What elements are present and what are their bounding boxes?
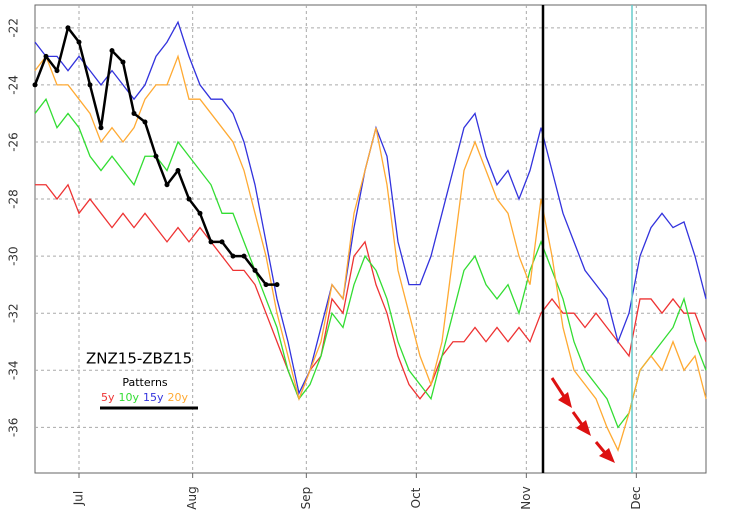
x-tick-label: Aug <box>185 486 199 509</box>
legend-entry: 15y <box>143 391 164 404</box>
point <box>76 39 82 45</box>
point <box>87 82 93 88</box>
point <box>263 282 269 288</box>
point <box>109 48 115 54</box>
legend-entry: 20y <box>168 391 189 404</box>
legend: 5y 10y 15y 20y <box>101 391 189 404</box>
y-tick-label: -22 <box>7 18 21 38</box>
point <box>274 282 280 288</box>
point <box>175 168 181 174</box>
y-tick-label: -32 <box>7 303 21 323</box>
point <box>241 253 247 259</box>
point <box>120 59 126 65</box>
point <box>153 153 159 159</box>
y-tick-label: -36 <box>7 418 21 438</box>
point <box>65 25 71 31</box>
y-tick-label: -24 <box>7 75 21 95</box>
point <box>208 239 214 245</box>
x-tick-label: Jul <box>72 491 86 506</box>
lines <box>32 20 707 452</box>
y-tick-label: -28 <box>7 189 21 209</box>
x-tick-label: Dec <box>629 486 643 509</box>
y-tick-label: -26 <box>7 132 21 152</box>
point <box>98 125 104 131</box>
y-tick-label: -30 <box>7 246 21 266</box>
point <box>32 82 38 88</box>
x-tick-label: Nov <box>519 486 533 509</box>
x-tick-label: Sep <box>299 487 313 510</box>
series-line <box>34 54 707 452</box>
point <box>197 210 203 216</box>
annotation: ZNZ15-ZBZ15 <box>86 350 192 368</box>
grid <box>35 5 706 473</box>
point <box>43 53 49 59</box>
point <box>230 253 236 259</box>
legend-entry: 5y <box>101 391 115 404</box>
series-line <box>34 97 707 429</box>
series-line <box>34 20 707 396</box>
point <box>164 182 170 188</box>
x-tick-label: Oct <box>409 487 423 508</box>
plot-frame <box>34 4 707 474</box>
arrows <box>550 377 615 463</box>
legend-entry: 10y <box>119 391 140 404</box>
point <box>131 110 137 116</box>
point <box>54 68 60 74</box>
legend-title: Patterns <box>122 376 168 389</box>
y-tick-label: -34 <box>7 360 21 380</box>
point <box>186 196 192 202</box>
point <box>219 239 225 245</box>
point <box>142 119 148 125</box>
point <box>252 267 258 273</box>
